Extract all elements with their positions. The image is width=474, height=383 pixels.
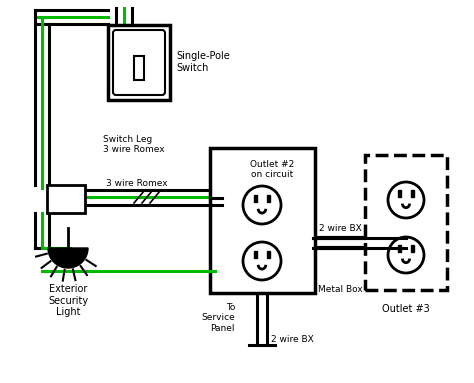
Text: Outlet #3: Outlet #3 — [382, 304, 430, 314]
Text: 2 wire BX: 2 wire BX — [319, 224, 361, 233]
Bar — [47, 185, 85, 213]
Bar — [411, 245, 414, 252]
Bar — [267, 250, 270, 258]
FancyBboxPatch shape — [113, 30, 165, 95]
Text: Exterior
Security
Light: Exterior Security Light — [48, 284, 88, 317]
Bar — [254, 250, 257, 258]
Bar — [411, 190, 414, 197]
Bar — [210, 148, 315, 293]
Bar — [365, 155, 447, 290]
Bar — [267, 195, 270, 202]
Text: Metal Box: Metal Box — [318, 285, 363, 294]
Bar — [398, 190, 401, 197]
Bar — [134, 56, 144, 80]
Text: 2 wire BX: 2 wire BX — [271, 336, 314, 344]
Circle shape — [388, 182, 424, 218]
Circle shape — [388, 237, 424, 273]
Circle shape — [243, 242, 281, 280]
Text: To
Service
Panel: To Service Panel — [201, 303, 235, 333]
Text: Single-Pole
Switch: Single-Pole Switch — [176, 51, 230, 73]
Text: Outlet #2
on circuit: Outlet #2 on circuit — [250, 160, 294, 179]
Bar — [108, 25, 170, 100]
Text: 3 wire Romex: 3 wire Romex — [106, 179, 168, 188]
Bar — [254, 195, 257, 202]
Circle shape — [243, 186, 281, 224]
Wedge shape — [48, 248, 88, 268]
Text: Switch Leg
3 wire Romex: Switch Leg 3 wire Romex — [103, 135, 164, 154]
Bar — [398, 245, 401, 252]
